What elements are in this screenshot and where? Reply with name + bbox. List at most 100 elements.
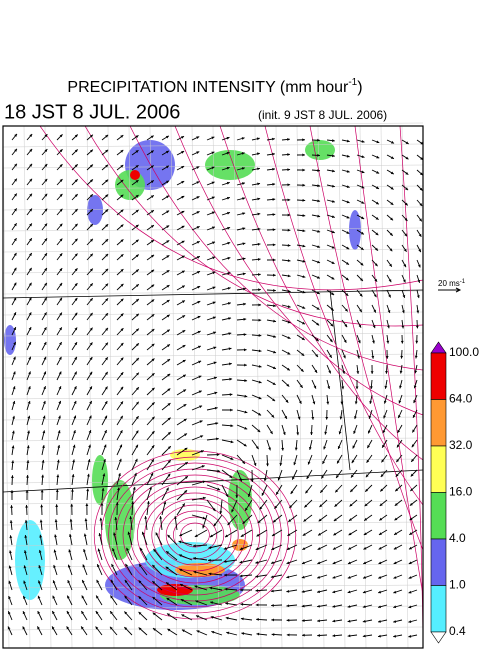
wind-arrow-head [390, 156, 394, 159]
wind-arrow-head [117, 487, 120, 491]
wind-arrow-head [196, 181, 200, 184]
wind-arrow-head [125, 563, 129, 567]
wind-arrow-head [362, 605, 366, 609]
wind-arrow-head [74, 134, 78, 138]
grid-line [2, 479, 424, 484]
colorbar-label: 64.0 [449, 392, 473, 406]
wind-arrow-head [346, 185, 350, 188]
wind-arrow-head [89, 238, 93, 242]
wind-arrow-head [317, 604, 320, 608]
wind-arrow-head [345, 293, 349, 296]
wind-arrow-head [135, 430, 139, 434]
wind-arrow-head [302, 244, 306, 248]
wind-arrow-head [74, 268, 78, 272]
wind-arrow-head [227, 287, 231, 290]
wind-arrow-head [387, 310, 391, 313]
wind-arrow-head [7, 626, 11, 630]
wind-arrow-head [302, 214, 306, 217]
wind-arrow-head [193, 544, 196, 548]
wind-arrow-head [174, 516, 177, 519]
wind-arrow-head [69, 518, 73, 522]
wind-arrow-head [211, 211, 215, 215]
wind-arrow-head [272, 519, 276, 523]
wind-arrow-head [351, 460, 355, 464]
wind-arrow-head [404, 233, 408, 237]
wind-arrow-head [13, 223, 17, 227]
wind-arrow-head [13, 282, 17, 286]
wind-arrow-head [229, 377, 233, 381]
wind-arrow-head [105, 239, 109, 242]
wind-arrow-head [256, 137, 260, 141]
wind-arrow-head [227, 211, 230, 215]
wind-arrow-head [89, 268, 93, 272]
wind-arrow-head [418, 249, 421, 253]
wind-arrow-head [13, 341, 16, 345]
wind-arrow-head [89, 400, 92, 404]
wind-arrow-head [179, 554, 183, 557]
grid-line [2, 395, 424, 400]
wind-arrow-head [152, 564, 156, 568]
wind-arrow-head [202, 516, 206, 520]
wind-arrow-head [326, 401, 330, 405]
wind-arrow-head [227, 226, 231, 230]
wind-arrow-head [315, 338, 319, 342]
wind-arrow-head [184, 476, 188, 479]
wind-arrow-head [24, 535, 28, 538]
isobar [39, 125, 424, 291]
wind-arrow-head [389, 248, 393, 252]
wind-arrow-head [312, 401, 316, 405]
wind-arrow-head [74, 238, 78, 242]
wind-arrow-head [29, 193, 32, 197]
wind-arrow-head [420, 157, 424, 160]
isobar [108, 462, 282, 608]
wind-arrow-head [272, 366, 276, 370]
wind-arrow-head [182, 315, 186, 318]
wind-arrow-head [135, 269, 139, 273]
wind-arrow-head [201, 465, 205, 468]
wind-arrow-head [155, 532, 159, 536]
wind-arrow-head [212, 241, 216, 245]
wind-arrow-head [167, 373, 171, 377]
wind-arrow-head [340, 401, 344, 405]
wind-arrow-head [258, 288, 261, 292]
colorbar-segment [430, 445, 447, 493]
wind-arrow-head [23, 550, 27, 554]
wind-arrow-head [287, 183, 291, 187]
colorbar-label: 1.0 [449, 578, 466, 592]
grid-line [2, 248, 424, 253]
wind-arrow-head [257, 257, 261, 261]
wind-arrow-head [255, 574, 259, 578]
wind-arrow-head [181, 166, 185, 169]
wind-arrow-head [55, 504, 59, 507]
wind-arrow-head [350, 474, 354, 478]
wind-arrow-head [416, 310, 420, 314]
wind-arrow-head [361, 155, 365, 158]
wind-arrow-head [405, 141, 409, 144]
wind-arrow-head [150, 210, 154, 213]
wind-arrow-head [27, 415, 31, 419]
wind-arrow-head [197, 271, 201, 274]
wind-arrow-head [57, 444, 61, 448]
wind-arrow-head [165, 566, 169, 570]
wind-arrow-head [43, 312, 47, 316]
grid-line [65, 125, 73, 649]
wind-arrow-head [270, 589, 274, 593]
wind-arrow-head [321, 475, 325, 479]
wind-arrow-head [167, 417, 171, 421]
grid-line [44, 125, 52, 649]
wind-arrow-head [135, 444, 138, 448]
wind-arrow-head [151, 284, 155, 288]
wind-arrow-head [380, 488, 384, 492]
map-frame [2, 125, 424, 649]
wind-arrow-head [74, 223, 78, 227]
wind-arrow-head [400, 355, 404, 359]
grid-line [2, 626, 424, 631]
wind-arrow-head [181, 285, 185, 289]
wind-arrow-head [241, 152, 245, 155]
wind-arrow-head [239, 478, 243, 482]
wind-arrow-head [271, 618, 274, 622]
wind-arrow-head [331, 230, 335, 234]
wind-arrow-head [390, 202, 394, 205]
isobar [219, 125, 424, 461]
wind-arrow-head [346, 139, 350, 143]
